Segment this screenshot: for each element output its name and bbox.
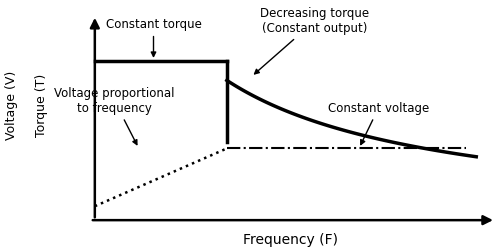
Text: Voltage (V): Voltage (V) bbox=[5, 71, 18, 140]
Text: Voltage proportional
to frequency: Voltage proportional to frequency bbox=[54, 87, 174, 144]
Text: Frequency (F): Frequency (F) bbox=[243, 233, 338, 247]
Text: Decreasing torque
(Constant output): Decreasing torque (Constant output) bbox=[254, 7, 370, 74]
Text: Constant torque: Constant torque bbox=[106, 18, 202, 57]
Text: Torque (T): Torque (T) bbox=[34, 74, 48, 138]
Text: Constant voltage: Constant voltage bbox=[328, 102, 429, 144]
